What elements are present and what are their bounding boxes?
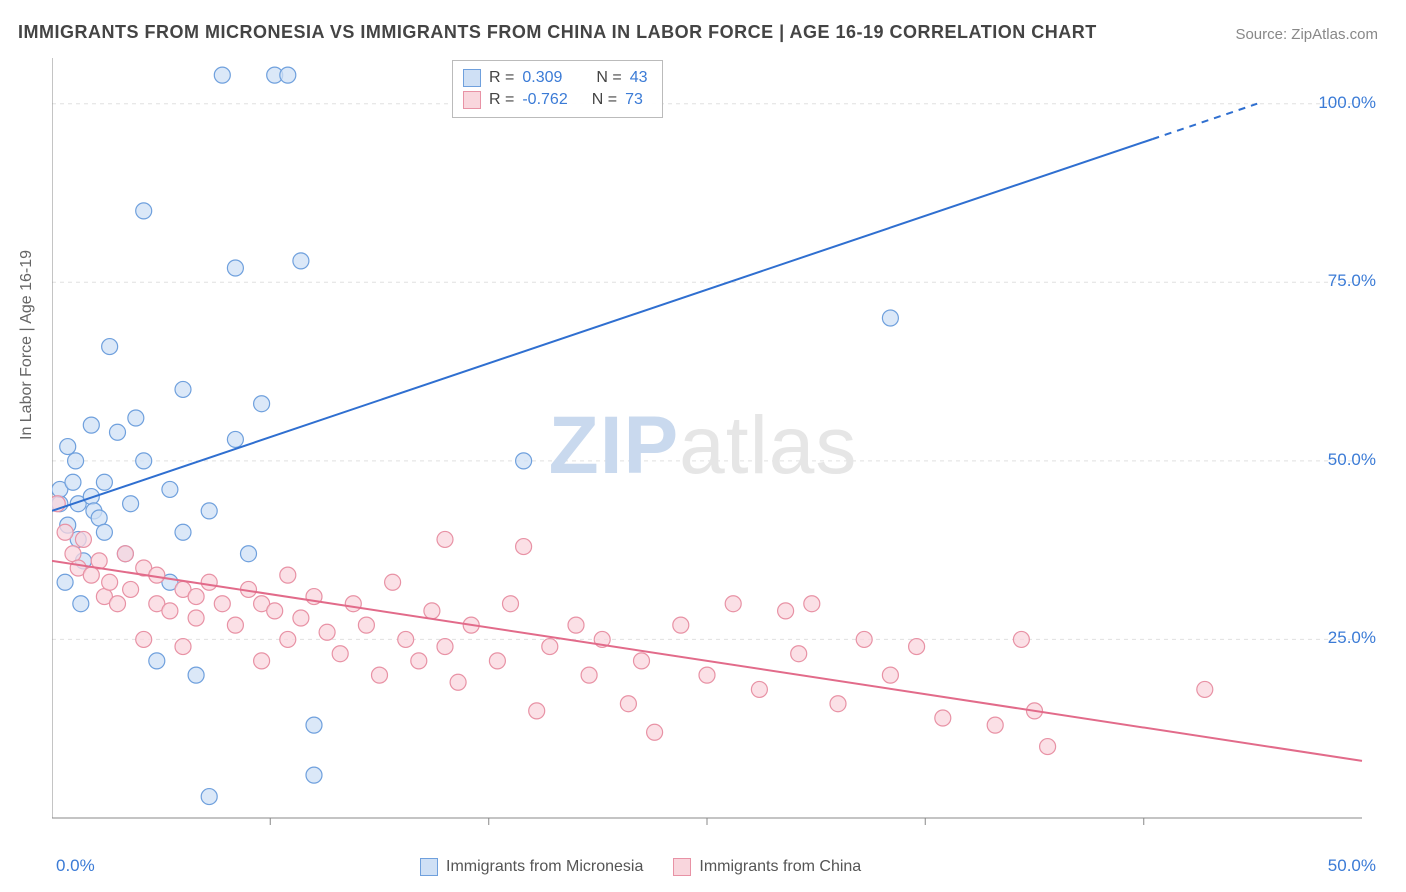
legend-bottom-swatch-0 <box>420 858 438 876</box>
y-tick: 25.0% <box>1328 628 1376 648</box>
legend-item-1: Immigrants from China <box>673 858 861 876</box>
x-tick-max: 50.0% <box>1328 856 1376 876</box>
n-value-1: 73 <box>625 91 643 109</box>
y-tick: 100.0% <box>1318 93 1376 113</box>
y-tick: 50.0% <box>1328 450 1376 470</box>
r-label: R = <box>489 69 514 87</box>
chart-container: IMMIGRANTS FROM MICRONESIA VS IMMIGRANTS… <box>0 0 1406 892</box>
x-tick-min: 0.0% <box>56 856 95 876</box>
chart-title: IMMIGRANTS FROM MICRONESIA VS IMMIGRANTS… <box>18 22 1097 43</box>
n-value-0: 43 <box>630 69 648 87</box>
legend-bottom-label-0: Immigrants from Micronesia <box>446 858 643 876</box>
source-attribution: Source: ZipAtlas.com <box>1235 26 1378 43</box>
r-label: R = <box>489 91 514 109</box>
r-value-0: 0.309 <box>522 69 562 87</box>
legend-swatch-0 <box>463 69 481 87</box>
legend-bottom-label-1: Immigrants from China <box>699 858 861 876</box>
series-legend: Immigrants from Micronesia Immigrants fr… <box>420 858 861 876</box>
legend-swatch-1 <box>463 91 481 109</box>
y-axis-label: In Labor Force | Age 16-19 <box>18 250 36 440</box>
scatter-plot <box>52 58 1392 848</box>
n-label: N = <box>592 91 617 109</box>
n-label: N = <box>596 69 621 87</box>
r-value-1: -0.762 <box>522 91 567 109</box>
legend-row-series-0: R = 0.309 N = 43 <box>463 67 648 89</box>
legend-item-0: Immigrants from Micronesia <box>420 858 643 876</box>
legend-bottom-swatch-1 <box>673 858 691 876</box>
correlation-legend: R = 0.309 N = 43 R = -0.762 N = 73 <box>452 60 663 118</box>
legend-row-series-1: R = -0.762 N = 73 <box>463 89 648 111</box>
y-tick: 75.0% <box>1328 271 1376 291</box>
